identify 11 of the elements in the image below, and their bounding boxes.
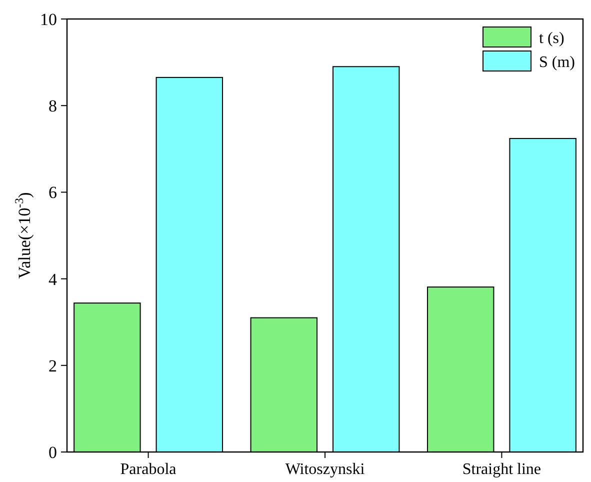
legend-label: t (s): [539, 30, 564, 47]
x-tick-label: Witoszynski: [285, 461, 366, 478]
y-tick-label: 4: [48, 270, 58, 289]
y-tick-label: 2: [48, 356, 57, 376]
legend-label: S (m): [539, 54, 575, 71]
x-tick-label: Parabola: [120, 461, 176, 478]
y-tick-label: 10: [40, 10, 57, 29]
y-tick-label: 0: [48, 443, 57, 462]
y-tick-label: 8: [48, 96, 57, 116]
y-tick-label: 6: [48, 183, 57, 202]
x-tick-label: Straight line: [462, 461, 542, 478]
